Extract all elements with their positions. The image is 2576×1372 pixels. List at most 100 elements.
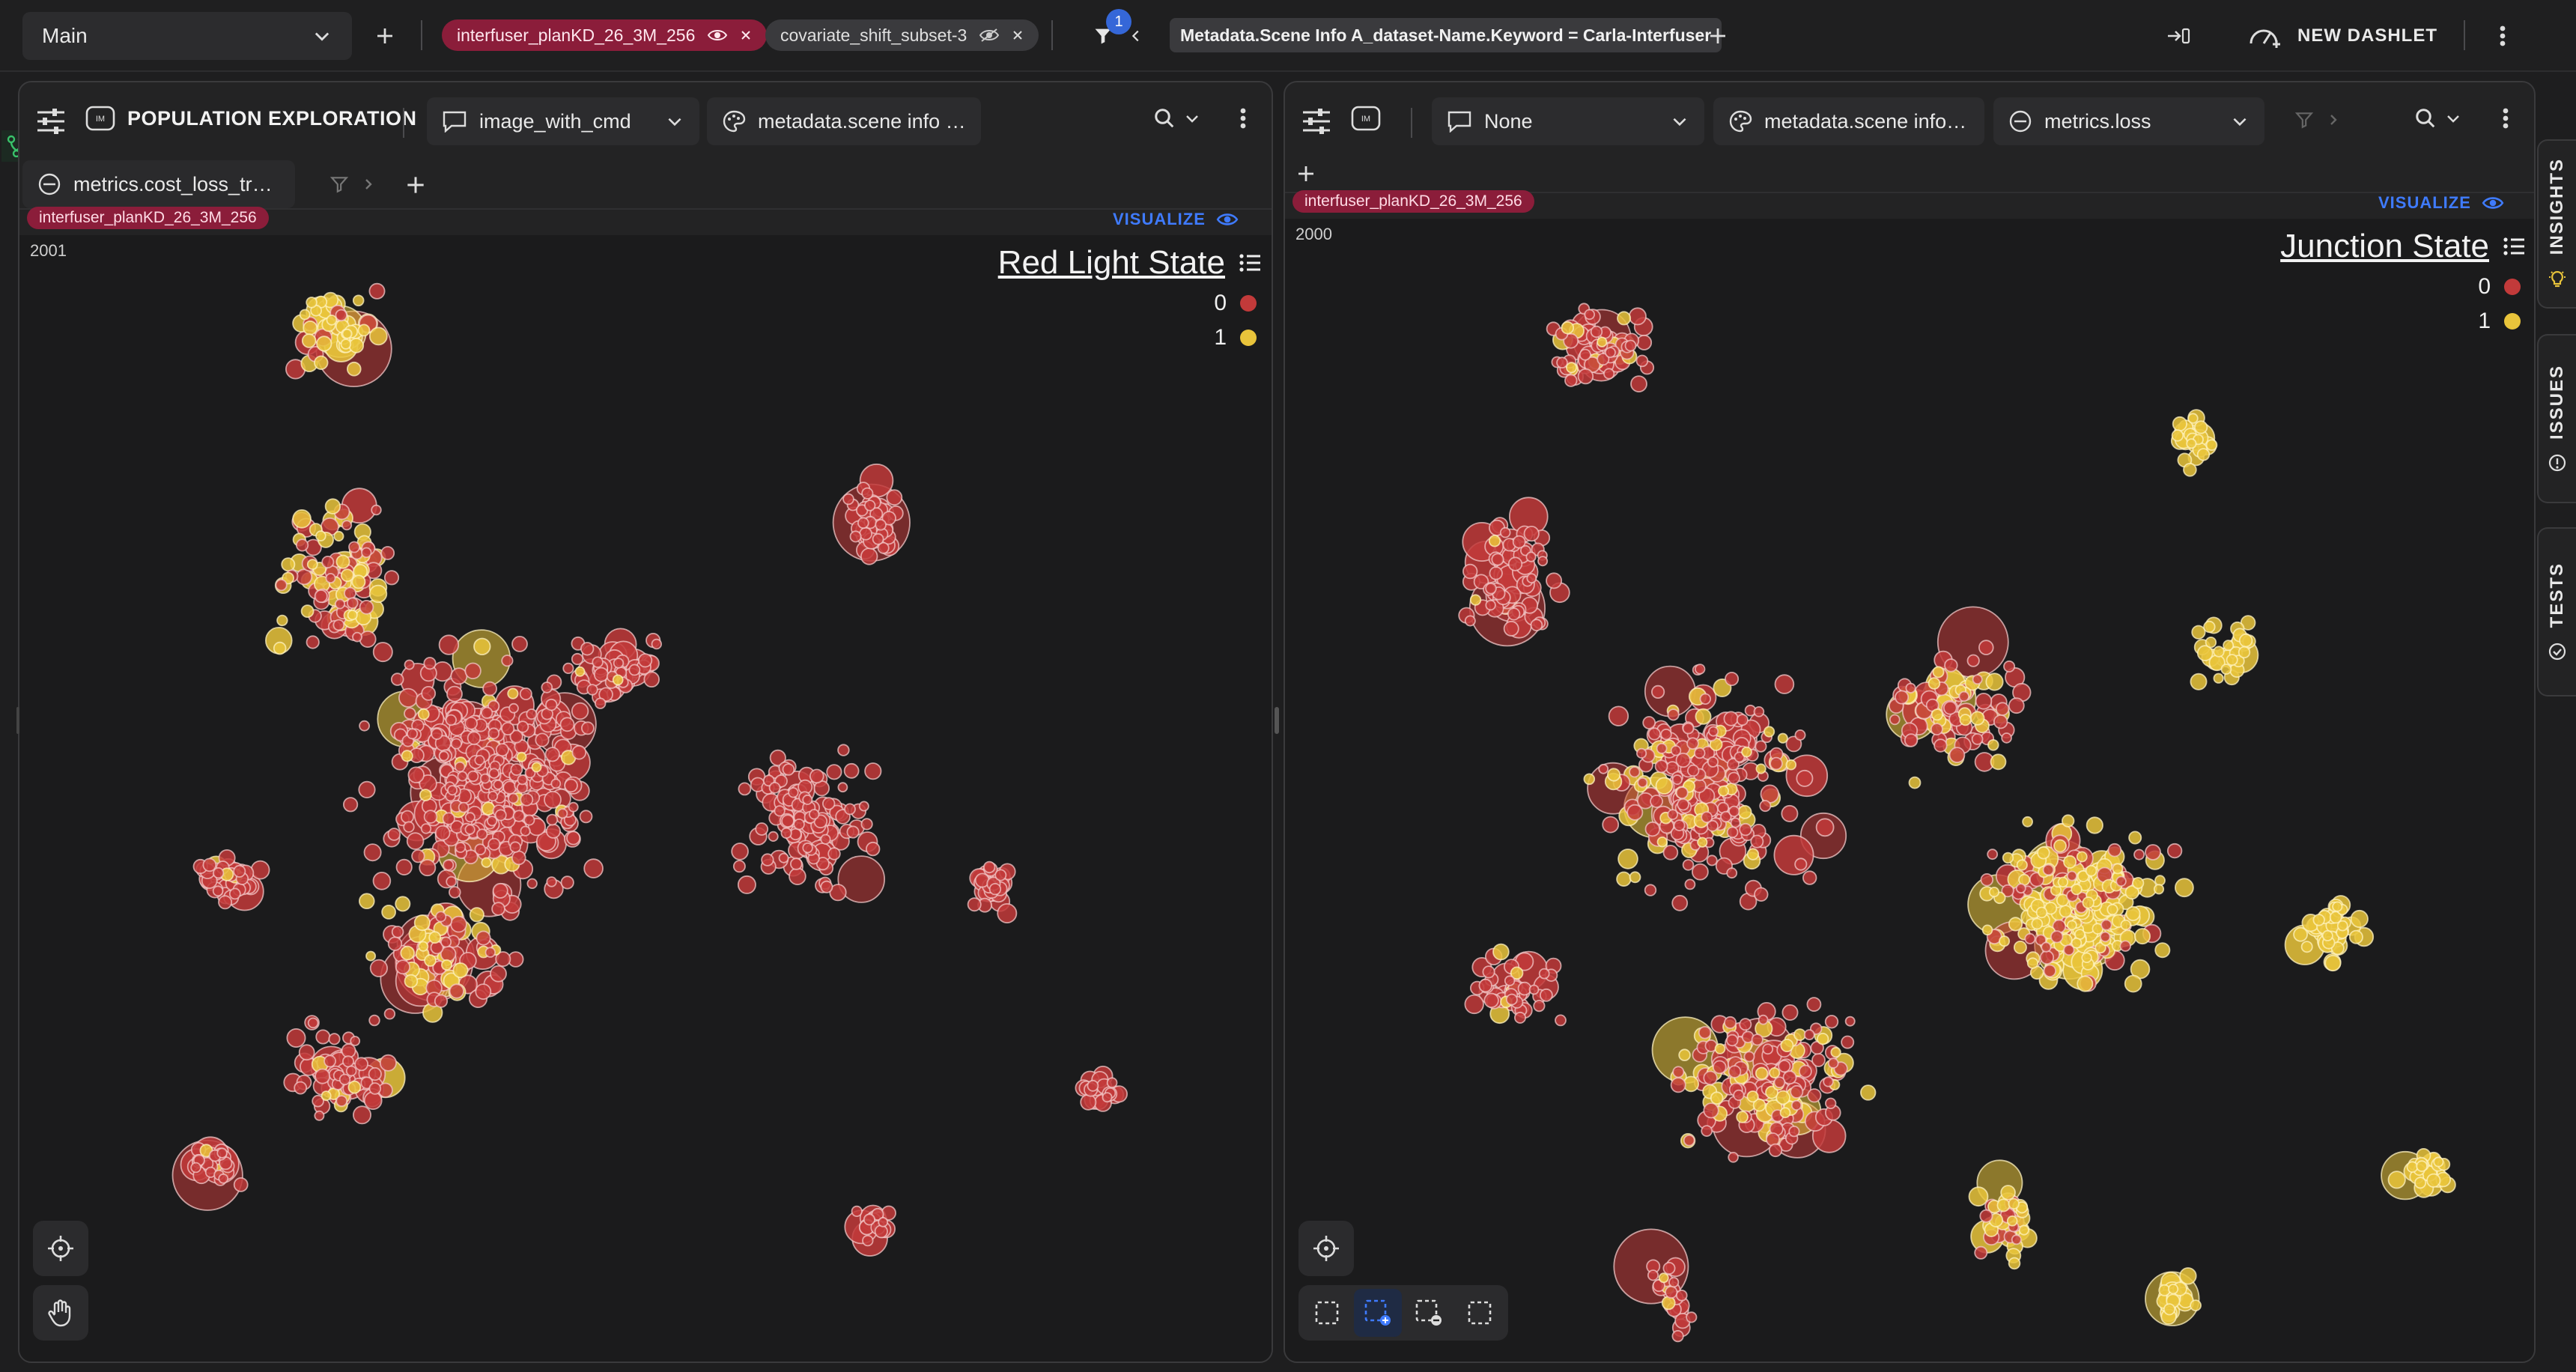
scatter-point[interactable] (851, 1205, 863, 1218)
scatter-point[interactable] (358, 780, 376, 799)
scatter-point[interactable] (2050, 930, 2064, 944)
scatter-point[interactable] (837, 744, 850, 756)
scatter-point[interactable] (2043, 964, 2057, 978)
scatter-point[interactable] (390, 673, 404, 686)
scatter-point[interactable] (342, 797, 359, 813)
scatter-point[interactable] (1726, 867, 1738, 879)
visualize-button[interactable]: VISUALIZE (1113, 210, 1239, 229)
new-dashlet-button[interactable]: NEW DASHLET (2248, 15, 2437, 57)
scatter-point[interactable] (1824, 1015, 1839, 1029)
scatter-point[interactable] (651, 638, 663, 650)
scatter-point[interactable] (2145, 844, 2161, 860)
visualization-select[interactable]: image_with_cmd (427, 97, 699, 145)
scatter-point[interactable] (1080, 1093, 1097, 1111)
scatter-point[interactable] (400, 945, 416, 961)
scatter-point[interactable] (387, 936, 403, 951)
list-icon[interactable] (1239, 252, 1261, 273)
scatter-point[interactable] (520, 825, 531, 837)
scatter-point[interactable] (2191, 625, 2206, 640)
scatter-point[interactable] (859, 526, 872, 541)
scatter-point[interactable] (1644, 821, 1661, 837)
scatter-point[interactable] (1635, 354, 1649, 368)
scatter-point[interactable] (1753, 705, 1765, 717)
scatter-point[interactable] (218, 1173, 229, 1184)
scatter-point[interactable] (509, 729, 523, 744)
scatter-point[interactable] (511, 850, 526, 866)
scatter-point[interactable] (315, 1068, 331, 1084)
scatter-point[interactable] (967, 897, 982, 912)
scatter-point[interactable] (2015, 883, 2026, 894)
scatter-point[interactable] (341, 1043, 356, 1058)
scatter-point[interactable] (2186, 438, 2197, 449)
scatter-point[interactable] (1785, 735, 1802, 753)
scatter-point[interactable] (1762, 1043, 1774, 1055)
scatter-point[interactable] (1799, 1064, 1812, 1078)
scatter-point[interactable] (1985, 673, 2004, 691)
scatter-point[interactable] (1948, 747, 1966, 763)
scatter-point[interactable] (1768, 1143, 1783, 1158)
scatter-plot-area[interactable] (19, 235, 1272, 1362)
scatter-point[interactable] (1617, 849, 1638, 869)
scatter-point[interactable] (212, 885, 224, 896)
scatter-point[interactable] (511, 636, 528, 652)
scatter-point[interactable] (1707, 756, 1719, 768)
filter-button[interactable] (1089, 21, 1117, 51)
scatter-point[interactable] (1806, 997, 1822, 1012)
scatter-point[interactable] (1647, 1269, 1659, 1281)
scatter-point[interactable] (1728, 771, 1740, 785)
scatter-point[interactable] (2106, 903, 2118, 916)
scatter-point[interactable] (1743, 1051, 1755, 1063)
scatter-point[interactable] (2134, 928, 2151, 945)
dashlet-menu-button[interactable] (1230, 99, 1257, 138)
scatter-point[interactable] (2387, 1171, 2406, 1189)
scatter-point[interactable] (1673, 819, 1686, 831)
scatter-point[interactable] (404, 659, 415, 670)
scatter-point[interactable] (469, 907, 484, 923)
scatter-point[interactable] (557, 808, 568, 819)
scatter-point[interactable] (487, 837, 501, 851)
scatter-point[interactable] (1746, 848, 1760, 860)
scatter-point[interactable] (837, 855, 885, 903)
scatter-point[interactable] (1687, 764, 1700, 777)
scatter-point[interactable] (2163, 1303, 2176, 1316)
scatter-point[interactable] (1728, 1065, 1742, 1078)
scatter-point[interactable] (2414, 1177, 2427, 1189)
scatter-point[interactable] (2107, 843, 2122, 858)
scatter-point[interactable] (273, 641, 287, 655)
scatter-point[interactable] (782, 763, 795, 776)
scatter-point[interactable] (1841, 1035, 1855, 1049)
scatter-point[interactable] (1781, 804, 1799, 822)
scatter-point[interactable] (487, 727, 500, 739)
scatter-point[interactable] (428, 931, 442, 944)
scatter-point[interactable] (1987, 849, 1999, 860)
scatter-plot-right[interactable] (1285, 219, 2534, 1362)
scatter-point[interactable] (2213, 646, 2225, 658)
dashlet-settings-button[interactable] (30, 100, 72, 142)
scatter-point[interactable] (1966, 654, 1980, 667)
scatter-point[interactable] (368, 282, 386, 300)
scatter-point[interactable] (395, 858, 413, 876)
scatter-point[interactable] (1827, 1057, 1839, 1069)
scatter-point[interactable] (562, 662, 574, 675)
scatter-point[interactable] (2016, 859, 2028, 871)
scatter-point[interactable] (1597, 336, 1608, 347)
scatter-point[interactable] (1661, 1296, 1676, 1311)
box-select-button[interactable] (1303, 1289, 1351, 1337)
scatter-point[interactable] (368, 1082, 382, 1095)
scatter-point[interactable] (1513, 1011, 1526, 1024)
scatter-point[interactable] (579, 810, 593, 824)
scatter-point[interactable] (1803, 1029, 1815, 1040)
scatter-point[interactable] (2171, 429, 2184, 442)
scatter-point[interactable] (359, 599, 374, 615)
scatter-point[interactable] (1769, 1067, 1781, 1079)
scatter-point[interactable] (1739, 1018, 1752, 1031)
scatter-point[interactable] (860, 547, 878, 565)
scatter-point[interactable] (820, 834, 831, 845)
scatter-point[interactable] (780, 827, 792, 840)
scatter-point[interactable] (212, 866, 225, 879)
scatter-point[interactable] (761, 853, 774, 866)
scatter-point[interactable] (340, 568, 354, 583)
legend-item-1[interactable]: 1 (1214, 325, 1257, 350)
scatter-point[interactable] (1931, 708, 1943, 721)
scatter-point[interactable] (2154, 942, 2171, 959)
